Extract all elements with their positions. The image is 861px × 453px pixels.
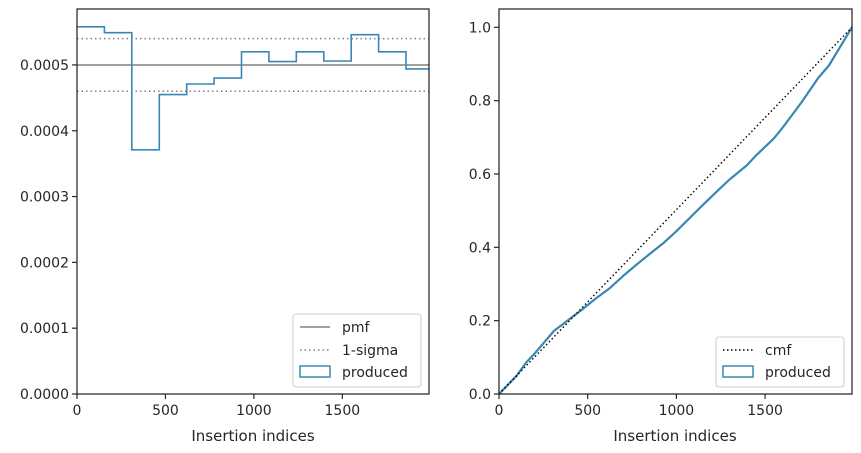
legend-cmf-label: cmf [765, 343, 792, 359]
y-tick-label: 0.0002 [20, 255, 69, 271]
histogram-y-ticks: 0.0000 0.0001 0.0002 0.0003 0.0004 0.0005 [20, 58, 77, 403]
cmf-x-ticks: 0 500 1000 1500 [495, 394, 783, 419]
cmf-y-ticks: 0.0 0.2 0.4 0.6 0.8 1.0 [469, 20, 499, 403]
y-tick-label: 0.0003 [20, 190, 69, 206]
produced-histogram-step [77, 26, 429, 151]
y-tick-label: 0.2 [469, 314, 491, 330]
y-tick-label: 0.4 [469, 240, 491, 256]
y-tick-label: 0.0004 [20, 124, 69, 140]
cmf-x-axis-label: Insertion indices [613, 427, 736, 445]
histogram-legend-box [292, 313, 422, 388]
legend-pmf-label: pmf [342, 320, 371, 336]
cmf-plot-frame [498, 8, 853, 395]
histogram-marks [77, 26, 429, 151]
legend-cmf-produced-label: produced [765, 365, 831, 381]
y-tick-label: 0.6 [469, 167, 491, 183]
histogram-plot-frame [76, 8, 430, 395]
cmf-panel: 0 500 1000 1500 0.0 0.2 0.4 0.6 0.8 1.0 Insertio… [469, 8, 853, 445]
x-tick-label: 0 [495, 403, 504, 419]
histogram-legend: pmf 1-sigma produced [292, 313, 422, 388]
legend-produced-label: produced [342, 365, 408, 381]
y-tick-label: 1.0 [469, 20, 491, 36]
legend-sigma-label: 1-sigma [342, 343, 398, 359]
x-tick-label: 1500 [325, 403, 361, 419]
legend-produced-swatch [299, 365, 331, 378]
x-tick-label: 1000 [236, 403, 272, 419]
y-tick-label: 0.0000 [20, 387, 69, 403]
x-tick-label: 500 [574, 403, 601, 419]
cmf-line [498, 26, 853, 395]
histogram-panel: 0 500 1000 1500 0.00000.00010.00020.00030.0… [20, 8, 430, 445]
x-tick-label: 500 [152, 403, 179, 419]
cmf-legend: cmf produced [715, 336, 845, 388]
x-tick-label: 1500 [747, 403, 783, 419]
cmf-marks [498, 26, 853, 395]
x-tick-label: 1000 [659, 403, 695, 419]
y-tick-label: 0.8 [469, 94, 491, 110]
y-tick-label: 0.0001 [20, 321, 69, 337]
x-tick-label: 0 [73, 403, 82, 419]
legend-cmf-produced-swatch [722, 365, 754, 378]
y-tick-label: 0.0005 [20, 58, 69, 74]
histogram-x-axis-label: Insertion indices [191, 427, 314, 445]
produced-cumulative-line [498, 26, 853, 395]
y-tick-label: 0.0 [469, 387, 491, 403]
histogram-x-ticks: 0 500 1000 1500 [73, 394, 361, 419]
